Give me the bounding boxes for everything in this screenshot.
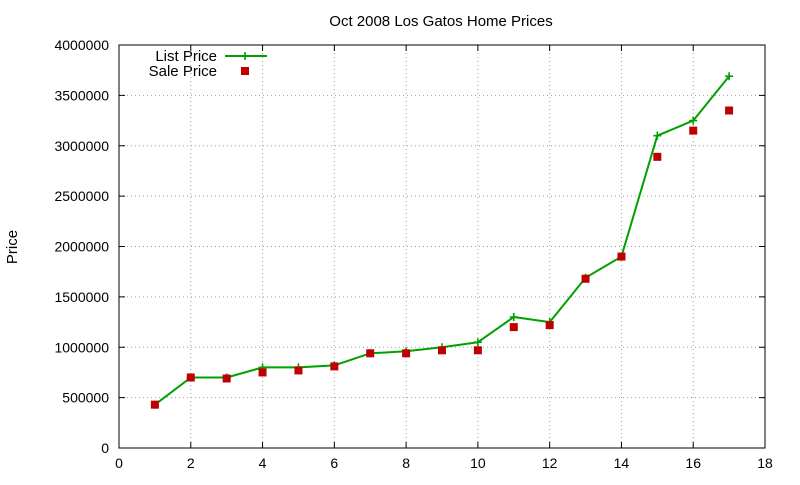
sale-price-point [653, 152, 662, 161]
x-tick-label: 10 [470, 455, 486, 471]
x-tick-label: 6 [330, 455, 338, 471]
x-tick-label: 0 [115, 455, 123, 471]
sale-price-point [402, 349, 411, 358]
y-tick-label: 4000000 [54, 37, 109, 53]
x-tick-label: 14 [614, 455, 630, 471]
y-tick-label: 3000000 [54, 138, 109, 154]
list-price-point [653, 131, 662, 140]
x-tick-label: 4 [259, 455, 267, 471]
x-tick-label: 16 [685, 455, 701, 471]
x-tick-label: 2 [187, 455, 195, 471]
sale-price-point [438, 346, 446, 355]
legend-label-list-price: List Price [155, 48, 217, 65]
sale-price-point [617, 252, 626, 261]
legend-marker-list-price [241, 52, 249, 60]
x-tick-label: 8 [402, 455, 410, 471]
x-tick-label: 18 [757, 455, 773, 471]
data-layer [150, 72, 734, 409]
grid-layer [119, 45, 765, 448]
sale-price-point [186, 373, 195, 382]
sale-price-point [725, 106, 734, 115]
sale-price-point [330, 362, 339, 371]
sale-price-point [222, 374, 231, 383]
list-price-point [689, 116, 698, 125]
y-tick-label: 2500000 [54, 188, 109, 204]
sale-price-point [689, 126, 698, 135]
sale-price-point [581, 274, 590, 283]
sale-price-point [366, 349, 375, 358]
chart-title: Oct 2008 Los Gatos Home Prices [329, 13, 552, 30]
sale-price-point [258, 368, 267, 377]
list-price-point [473, 338, 482, 347]
legend-marker-sale-price [241, 67, 249, 75]
y-tick-label: 1500000 [54, 289, 109, 305]
y-axis-label: Price [4, 230, 21, 264]
legend: List Price Sale Price [149, 48, 267, 80]
y-tick-label: 500000 [62, 390, 109, 406]
y-tick-label: 3500000 [54, 87, 109, 103]
y-tick-label: 1000000 [54, 339, 109, 355]
tick-layer: 0 2 4 6 8 10 12 14 16 18 0 500000 1000000 1500000 2000… [54, 37, 773, 471]
sale-price-point [509, 323, 518, 332]
y-tick-label: 0 [101, 440, 109, 456]
y-tick-label: 2000000 [54, 239, 109, 255]
legend-label-sale-price: Sale Price [149, 63, 217, 80]
sale-price-point [473, 346, 482, 355]
sale-price-point [294, 366, 303, 375]
series-line-list-price [154, 75, 730, 406]
x-tick-label: 12 [542, 455, 558, 471]
sale-price-point [545, 321, 554, 330]
list-price-point [509, 313, 518, 322]
list-price-point [725, 72, 734, 81]
sale-price-point [150, 400, 159, 409]
